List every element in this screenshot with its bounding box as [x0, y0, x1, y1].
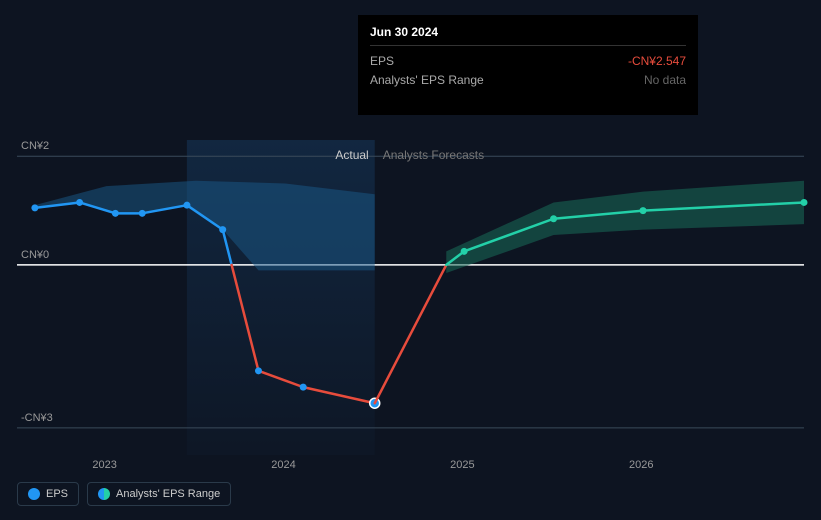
legend-label: EPS [46, 488, 68, 500]
actual-region-label: Actual [335, 148, 368, 162]
tooltip-row-label: EPS [370, 52, 394, 71]
x-tick-label: 2023 [92, 459, 116, 471]
legend-swatch-icon [98, 488, 110, 500]
legend-item[interactable]: EPS [17, 482, 79, 506]
chart-tooltip: Jun 30 2024 EPS-CN¥2.547Analysts' EPS Ra… [358, 15, 698, 115]
forecast-region-label: Analysts Forecasts [383, 148, 484, 162]
legend-swatch-icon [28, 488, 40, 500]
tooltip-row-label: Analysts' EPS Range [370, 71, 484, 90]
chart-legend: EPS Analysts' EPS Range [17, 482, 231, 506]
tooltip-row: EPS -CN¥2.547 [370, 52, 686, 71]
y-tick-label: CN¥2 [21, 140, 49, 152]
y-tick-label: CN¥0 [21, 249, 49, 261]
x-tick-label: 2024 [271, 459, 295, 471]
legend-label: Analysts' EPS Range [116, 488, 220, 500]
tooltip-row: Analysts' EPS Range No data [370, 71, 686, 90]
tooltip-row-value: -CN¥2.547 [628, 52, 686, 71]
tooltip-date: Jun 30 2024 [370, 25, 686, 46]
tooltip-row-value: No data [644, 71, 686, 90]
y-tick-label: -CN¥3 [21, 412, 53, 424]
x-tick-label: 2026 [629, 459, 653, 471]
eps-chart: Actual Analysts Forecasts CN¥2 CN¥0 -CN¥3 2… [0, 0, 821, 520]
x-tick-label: 2025 [450, 459, 474, 471]
legend-item[interactable]: Analysts' EPS Range [87, 482, 231, 506]
